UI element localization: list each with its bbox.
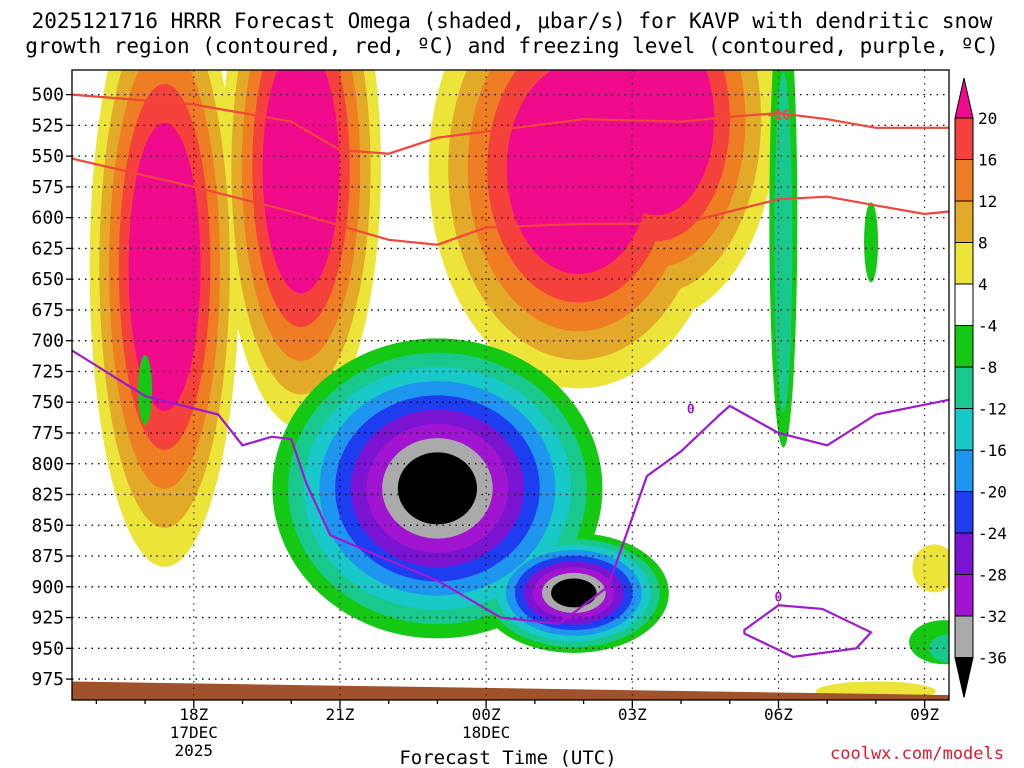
colorbar-bin-10 <box>954 491 974 534</box>
colorbar-label-8: -16 <box>978 441 1007 460</box>
omega-negative-sliver-west <box>138 354 153 425</box>
y-axis: 500 525 550 575 600 625 650 675 700 725 750 775 800 8… <box>31 85 72 690</box>
dgz-contour-label: -16 <box>767 108 791 123</box>
colorbar-label-0: 20 <box>978 109 997 128</box>
colorbar-arrow-bottom <box>954 657 974 698</box>
y-tick-label-600: 600 <box>31 208 64 229</box>
colorbar-bin-2 <box>954 159 974 202</box>
omega-positive-above-20-0 <box>128 122 201 411</box>
y-tick-label-625: 625 <box>31 238 64 259</box>
omega-negative-8 <box>397 452 478 525</box>
x-tick-label-4-0: 06Z <box>764 705 793 724</box>
x-tick-label-2-0: 00Z <box>472 705 501 724</box>
x-tick-label-2-1: 18DEC <box>462 723 510 742</box>
y-tick-label-650: 650 <box>31 269 64 290</box>
x-tick-label-0-1: 17DEC <box>170 723 218 742</box>
colorbar-bin-9 <box>954 449 974 492</box>
freezing-contour-label-sfc: 0 <box>775 591 783 606</box>
y-tick-label-975: 975 <box>31 669 64 690</box>
dgz-contour-top <box>72 93 949 155</box>
colorbar-bin-6 <box>954 325 974 368</box>
colorbar-label-11: -28 <box>978 566 1007 585</box>
y-tick-label-850: 850 <box>31 515 64 536</box>
colorbar-label-12: -32 <box>978 607 1007 626</box>
colorbar-bin-12 <box>954 574 974 617</box>
freezing-level-contour <box>72 349 949 625</box>
chart-title-line-2: growth region (contoured, red, ºC) and f… <box>25 34 999 58</box>
colorbar-label-13: -36 <box>978 649 1007 668</box>
y-tick-label-900: 900 <box>31 577 64 598</box>
colorbar-label-10: -24 <box>978 524 1007 543</box>
y-tick-label-675: 675 <box>31 300 64 321</box>
colorbar-bin-8 <box>954 408 974 451</box>
colorbar-arrow-top <box>954 77 974 119</box>
x-tick-label-5-0: 09Z <box>910 705 939 724</box>
freezing-contour-label: 0 <box>687 402 695 417</box>
y-tick-label-725: 725 <box>31 361 64 382</box>
plot-frame <box>71 69 950 701</box>
colorbar-label-6: -8 <box>978 358 997 377</box>
colorbar-bin-1 <box>954 117 974 160</box>
colorbar-label-4: 4 <box>978 275 988 294</box>
omega-negative-lobe-8 <box>551 578 597 608</box>
chart-title-line-1: 2025121716 HRRR Forecast Omega (shaded, … <box>31 9 993 33</box>
x-tick-label-0-0: 18Z <box>179 705 208 724</box>
x-tick-label-1-0: 21Z <box>326 705 355 724</box>
y-tick-label-950: 950 <box>31 638 64 659</box>
freezing-level-contour-sfc <box>743 604 873 659</box>
colorbar-label-3: 8 <box>978 234 988 253</box>
y-tick-label-700: 700 <box>31 331 64 352</box>
site-credit: coolwx.com/models <box>830 744 1004 764</box>
omega-negative-column-core <box>774 72 793 413</box>
y-tick-label-525: 525 <box>31 115 64 136</box>
omega-shading <box>72 70 949 700</box>
y-tick-label-500: 500 <box>31 85 64 106</box>
y-tick-label-800: 800 <box>31 454 64 475</box>
y-tick-label-750: 750 <box>31 392 64 413</box>
x-tick-label-0-2: 2025 <box>175 741 214 760</box>
y-tick-label-775: 775 <box>31 423 64 444</box>
colorbar-label-1: 16 <box>978 151 997 170</box>
colorbar-legend: 20 16 12 8 4 -4 -8 -12 -16 -20 -24 -28 -32 -36 <box>954 77 1007 698</box>
omega-negative-sliver <box>864 202 879 283</box>
x-tick-label-3-0: 03Z <box>618 705 647 724</box>
colorbar-bin-5 <box>954 283 974 326</box>
colorbar-label-9: -20 <box>978 483 1007 502</box>
y-tick-label-825: 825 <box>31 485 64 506</box>
colorbar-bin-4 <box>954 242 974 285</box>
y-tick-label-925: 925 <box>31 608 64 629</box>
x-axis-title: Forecast Time (UTC) <box>399 747 616 768</box>
contour-lines: -16 0 0 <box>72 93 949 659</box>
omega-positive-above-20-1 <box>262 70 340 294</box>
colorbar-label-7: -12 <box>978 400 1007 419</box>
grid-lines <box>72 70 949 700</box>
y-tick-label-575: 575 <box>31 177 64 198</box>
omega-positive-above-20-3 <box>599 70 715 216</box>
terrain-ground <box>72 681 949 700</box>
colorbar-bin-7 <box>954 366 974 409</box>
colorbar-label-5: -4 <box>978 317 997 336</box>
colorbar-bin-11 <box>954 532 974 575</box>
colorbar-bin-3 <box>954 200 974 243</box>
colorbar-label-2: 12 <box>978 192 997 211</box>
y-tick-label-550: 550 <box>31 146 64 167</box>
y-tick-label-875: 875 <box>31 546 64 567</box>
omega-negative-sfc-east-core <box>929 634 949 663</box>
omega-positive-pocket <box>912 544 949 593</box>
colorbar-bin-13 <box>954 615 974 658</box>
dgz-contour-bottom <box>72 157 949 246</box>
